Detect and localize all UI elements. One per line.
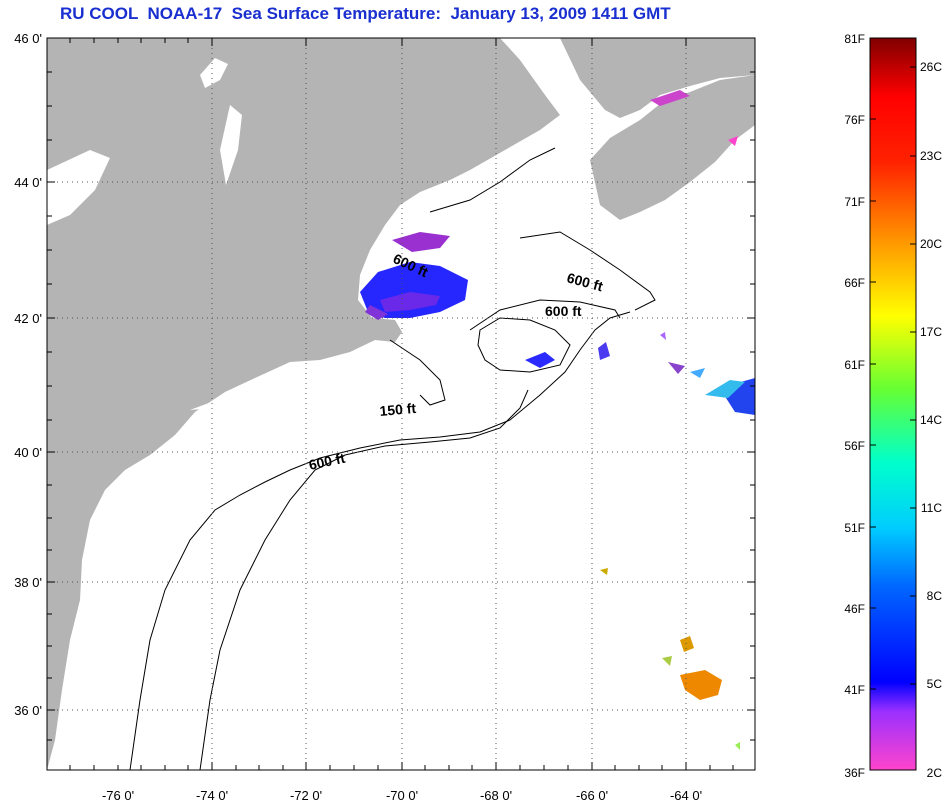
lon-label: -70 0': [386, 788, 418, 803]
contour-label: 600 ft: [307, 450, 346, 473]
lon-label: -76 0': [102, 788, 134, 803]
land-us: [47, 38, 560, 770]
contour-label: 150 ft: [379, 400, 417, 419]
graticule: [47, 38, 755, 770]
lat-label: 38 0': [14, 575, 42, 590]
bathymetry-contours: [129, 147, 656, 770]
colorbar-label-c: 11C: [921, 501, 942, 515]
lake: [200, 58, 228, 88]
colorbar-label-c: 17C: [920, 325, 942, 339]
colorbar-label-f: 41F: [844, 683, 865, 697]
map-frame: [46, 37, 756, 771]
colorbar-label-f: 56F: [844, 439, 865, 453]
lake: [220, 105, 242, 185]
lon-label: -68 0': [480, 788, 512, 803]
lon-label: -66 0': [576, 788, 608, 803]
sound: [190, 372, 300, 410]
colorbar-ticks: [870, 37, 916, 771]
ticks: [47, 37, 755, 770]
contour-label: 600 ft: [545, 303, 582, 319]
lat-label: 44 0': [14, 175, 42, 190]
map-title: RU COOL NOAA-17 Sea Surface Temperature:…: [60, 4, 671, 23]
colorbar-label-c: 2C: [927, 766, 943, 780]
colorbar-label-c: 20C: [920, 237, 942, 251]
colorbar-label-c: 8C: [927, 589, 943, 603]
lat-label: 36 0': [14, 703, 42, 718]
colorbar-label-f: 71F: [844, 195, 865, 209]
colorbar-label-f: 46F: [844, 602, 865, 616]
colorbar-label-f: 66F: [844, 276, 865, 290]
colorbar-label-c: 5C: [927, 677, 943, 691]
colorbar-label-c: 14C: [920, 413, 942, 427]
lon-label: -72 0': [290, 788, 322, 803]
sst-patches: [360, 90, 755, 750]
lat-label: 46 0': [14, 31, 42, 46]
colorbar-label-f: 61F: [844, 358, 865, 372]
lon-label: -64 0': [670, 788, 702, 803]
colorbar-label-f: 51F: [844, 521, 865, 535]
lon-label: -74 0': [196, 788, 228, 803]
lat-label: 42 0': [14, 311, 42, 326]
lat-label: 40 0': [14, 445, 42, 460]
colorbar-label-f: 36F: [844, 766, 865, 780]
land-canada: [560, 38, 755, 118]
land-nova-scotia: [590, 75, 755, 220]
colorbar-label-f: 76F: [844, 113, 865, 127]
colorbar-label-c: 23C: [920, 149, 942, 163]
bay: [100, 500, 130, 620]
colorbar-label-f: 81F: [844, 32, 865, 46]
lake: [47, 150, 110, 225]
colorbar: [869, 37, 917, 771]
colorbar-label-c: 26C: [920, 60, 942, 74]
